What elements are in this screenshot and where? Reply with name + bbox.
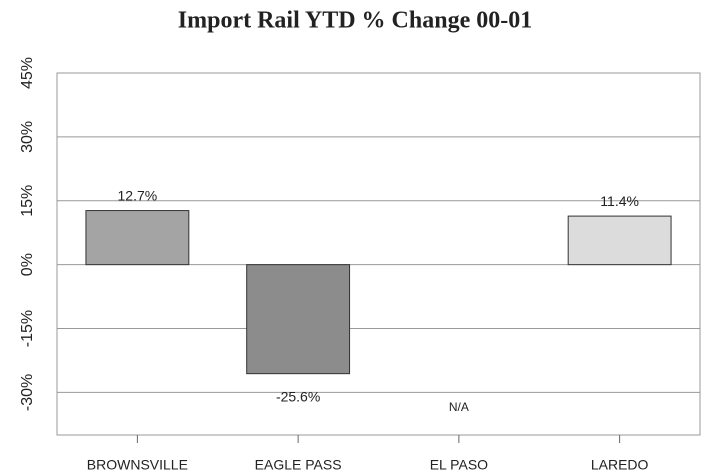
value-label: 11.4% [600,193,639,209]
value-label: -25.6% [276,388,320,404]
y-tick-label: 30% [19,121,36,153]
y-tick-label: 45% [19,57,36,89]
bar [85,210,190,266]
bar [567,215,672,266]
x-tick-label: BROWNSVILLE [87,457,188,473]
value-label: N/A [449,400,469,414]
y-tick-label: 15% [19,185,36,217]
y-tick-label: 0% [19,253,36,276]
chart-title: Import Rail YTD % Change 00-01 [178,8,532,34]
x-tick-label: EL PASO [430,457,488,473]
x-tick-label: EAGLE PASS [255,457,342,473]
x-tick-label: LAREDO [591,457,649,473]
bar [246,264,351,375]
value-label: 12.7% [118,187,158,203]
y-tick-label: -15% [19,310,36,347]
y-tick-label: -30% [19,374,36,411]
